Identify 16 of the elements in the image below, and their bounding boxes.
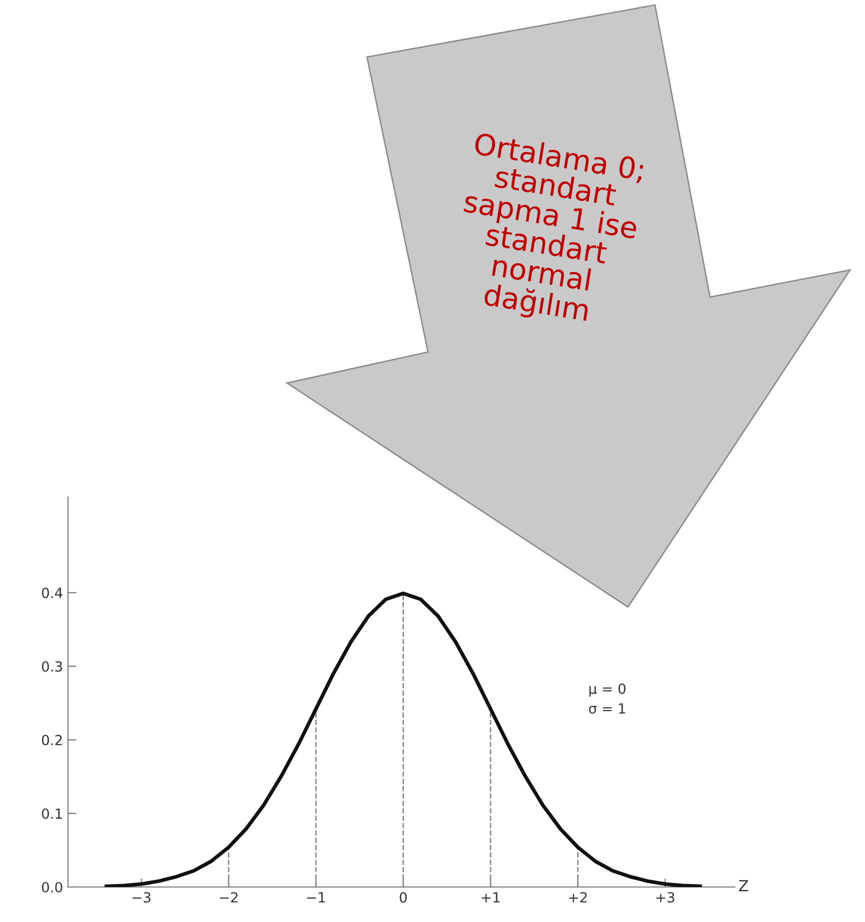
- y-tick-label: 0.4: [42, 588, 62, 598]
- x-tick-label: −3: [132, 892, 150, 903]
- x-tick-label: +2: [569, 892, 587, 902]
- text: Ortalama 0; standart sapma 1 ise standart normal dağılım: [462, 132, 644, 327]
- x-tick-label: 0: [400, 892, 407, 903]
- y-tick-label: 0.0: [42, 882, 62, 892]
- x-axis-title: Z: [739, 880, 748, 892]
- x-tick-label: −1: [307, 892, 325, 902]
- x-tick-label: +1: [482, 892, 500, 902]
- y-tick-label: 0.2: [42, 734, 62, 746]
- x-tick-label: −2: [220, 892, 238, 902]
- x-tick-label: +3: [656, 892, 674, 903]
- annotation: μ = 0 σ = 1: [589, 683, 626, 714]
- y-tick-label: 0.1: [42, 808, 62, 819]
- y-tick-label: 0.3: [42, 661, 62, 672]
- line-series: [104, 592, 702, 887]
